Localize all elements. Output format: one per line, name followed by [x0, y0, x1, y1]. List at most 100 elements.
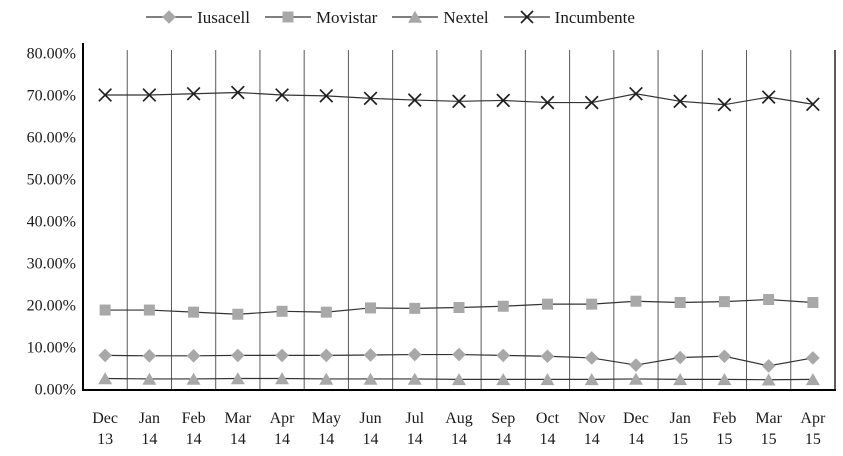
- y-tick-label: 40.00%: [27, 214, 76, 231]
- series-incumbente-x-marker: [363, 91, 378, 106]
- x-tick-month-label: Jan: [139, 410, 160, 427]
- series-nextel-triangle-marker: [717, 373, 732, 386]
- series-iusacell-diamond-marker: [98, 348, 112, 363]
- series-movistar-square-marker: [276, 305, 288, 317]
- series-line-incumbente: [105, 91, 813, 106]
- series-incumbente-x-marker: [319, 88, 334, 103]
- x-tick-year-label: 14: [274, 431, 290, 448]
- series-incumbente-x-marker: [230, 85, 245, 100]
- series-movistar-square-marker: [143, 304, 155, 316]
- series-incumbente-x-marker: [407, 93, 422, 107]
- series-movistar-square-marker: [320, 306, 332, 318]
- legend-label: Iusacell: [197, 7, 250, 27]
- series-iusacell-diamond-marker: [584, 351, 599, 365]
- series-movistar-square-marker: [453, 302, 465, 314]
- x-tick-year-label: 14: [186, 431, 202, 448]
- series-nextel-triangle-marker: [230, 372, 245, 385]
- series-iusacell-diamond-marker: [673, 350, 687, 365]
- x-tick-month-label: Feb: [182, 410, 206, 427]
- series-iusacell-diamond-marker: [806, 351, 820, 365]
- x-tick-year-label: 15: [716, 431, 732, 448]
- series-movistar-square-marker: [188, 306, 200, 318]
- y-tick-label: 30.00%: [27, 256, 76, 273]
- series-incumbente-x-marker: [98, 88, 113, 102]
- series-nextel-triangle-marker: [363, 372, 378, 385]
- legend-label: Nextel: [443, 7, 489, 27]
- series-iusacell-diamond-marker: [496, 348, 511, 363]
- series-incumbente-x-marker: [761, 90, 776, 105]
- series-incumbente-x-marker: [142, 88, 157, 102]
- x-tick-year-label: 14: [141, 431, 157, 448]
- x-tick-year-label: 14: [318, 431, 334, 448]
- x-tick-year-label: 14: [539, 431, 555, 448]
- series-movistar-square-marker: [365, 302, 377, 314]
- x-tick-year-label: 14: [230, 431, 246, 448]
- series-incumbente-x-marker: [717, 97, 732, 112]
- series-iusacell-diamond-marker: [761, 359, 776, 373]
- series-nextel-triangle-marker: [761, 373, 776, 386]
- series-incumbente-x-marker: [805, 97, 820, 112]
- series-movistar-square-marker: [409, 302, 421, 314]
- series-nextel-triangle-marker: [540, 373, 555, 386]
- x-tick-year-label: 15: [805, 431, 821, 448]
- x-tick-year-label: 15: [761, 431, 777, 448]
- x-tick-year-label: 14: [363, 431, 379, 448]
- x-tick-month-label: Dec: [623, 410, 649, 427]
- legend-label: Movistar: [315, 7, 378, 27]
- x-tick-month-label: Nov: [578, 410, 606, 427]
- series-movistar-square-marker: [497, 300, 509, 312]
- series-movistar-square-marker: [674, 296, 686, 308]
- x-tick-month-label: Jul: [405, 410, 424, 427]
- series-iusacell-diamond-marker: [540, 349, 555, 364]
- x-tick-year-label: 14: [628, 431, 644, 448]
- series-movistar-square-marker: [807, 296, 819, 308]
- x-tick-month-label: Apr: [800, 410, 826, 427]
- series-iusacell-diamond-marker: [363, 348, 378, 362]
- square-legend-marker-icon: [264, 11, 311, 23]
- x-tick-year-label: 13: [97, 431, 113, 448]
- series-incumbente-x-marker: [496, 93, 511, 108]
- series-nextel-triangle-marker: [275, 372, 290, 385]
- series-movistar-square-marker: [232, 308, 244, 320]
- series-iusacell-diamond-marker: [319, 348, 334, 363]
- series-nextel-triangle-marker: [584, 373, 599, 386]
- series-iusacell-diamond-marker: [186, 349, 201, 363]
- series-nextel-triangle-marker: [319, 372, 334, 385]
- series-iusacell-diamond-marker: [407, 347, 422, 362]
- series-nextel-triangle-marker: [452, 373, 466, 386]
- x-tick-month-label: Apr: [270, 410, 296, 427]
- series-iusacell-diamond-marker: [231, 348, 245, 363]
- series-incumbente-x-marker: [186, 86, 201, 101]
- x-tick-year-label: 14: [495, 431, 511, 448]
- y-tick-label: 20.00%: [27, 298, 76, 315]
- series-movistar-square-marker: [586, 298, 598, 310]
- series-nextel-triangle-marker: [186, 372, 201, 385]
- x-tick-month-label: Aug: [445, 410, 473, 427]
- x-tick-year-label: 14: [407, 431, 423, 448]
- series-nextel-triangle-marker: [98, 372, 113, 385]
- series-nextel-triangle-marker: [142, 372, 157, 385]
- series-movistar-square-marker: [718, 296, 730, 308]
- series-nextel-triangle-marker: [805, 373, 820, 386]
- x-tick-month-label: Jun: [359, 410, 381, 427]
- series-nextel-triangle-marker: [673, 373, 688, 386]
- x-tick-month-label: Sep: [491, 410, 515, 427]
- legend-item-nextel: Nextel: [392, 7, 489, 27]
- x-tick-month-label: Mar: [224, 410, 251, 427]
- legend-item-iusacell: Iusacell: [146, 8, 250, 26]
- series-iusacell-diamond-marker: [142, 349, 157, 363]
- y-tick-label: 10.00%: [27, 340, 76, 357]
- x-tick-year-label: 14: [584, 431, 600, 448]
- series-incumbente-x-marker: [540, 95, 555, 110]
- legend-item-movistar: Movistar: [264, 7, 378, 27]
- x-tick-year-label: 15: [672, 431, 688, 448]
- diamond-legend-marker-icon: [146, 10, 193, 24]
- series-nextel-triangle-marker: [628, 372, 643, 385]
- series-incumbente-x-marker: [629, 86, 643, 101]
- series-movistar-square-marker: [763, 294, 775, 306]
- x-tick-month-label: Dec: [92, 410, 118, 427]
- x-tick-month-label: Mar: [755, 410, 782, 427]
- x-tick-month-label: Oct: [536, 410, 560, 427]
- series-incumbente-x-marker: [275, 88, 289, 102]
